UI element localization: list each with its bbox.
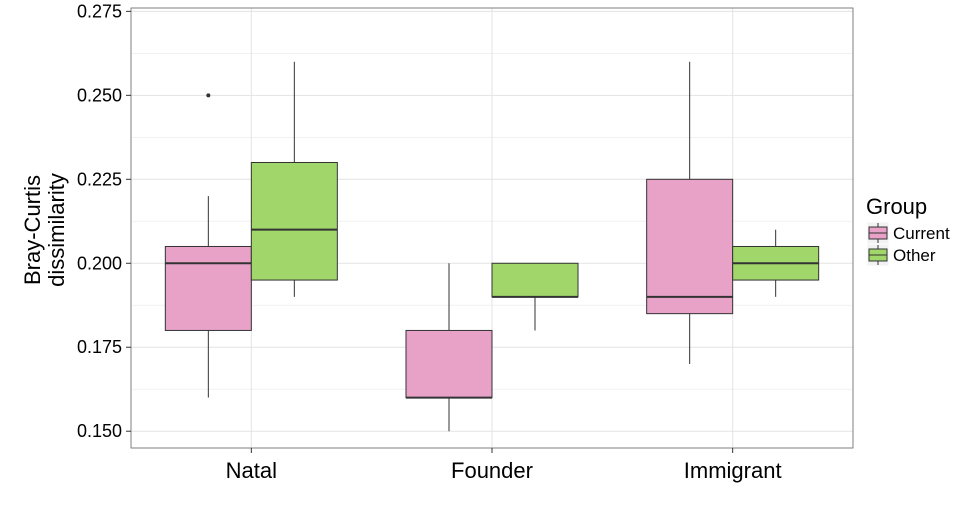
y-tick-label-0: 0.150 [77, 421, 122, 441]
box-current-natal [164, 93, 252, 398]
legend-item-current: Current [866, 221, 950, 245]
box-body [491, 262, 579, 298]
box-other-immigrant [732, 229, 820, 297]
legend-label-other: Other [893, 246, 936, 265]
y-axis-label-line-2: dissimilarity [44, 173, 69, 287]
box-other-natal [250, 61, 338, 297]
boxplot-series [164, 61, 820, 432]
box-current-immigrant [646, 61, 734, 365]
box-current-founder [405, 263, 493, 432]
y-tick-label-5: 0.275 [77, 1, 122, 21]
x-tick-label-natal: Natal [226, 458, 277, 483]
y-tick-label-3: 0.225 [77, 169, 122, 189]
outlier-point-0 [206, 93, 211, 98]
box-body [164, 245, 252, 331]
y-tick-label-4: 0.250 [77, 85, 122, 105]
x-tick-label-immigrant: Immigrant [684, 458, 782, 483]
box-body [405, 329, 493, 399]
box-body [250, 162, 338, 281]
x-tick-label-founder: Founder [451, 458, 533, 483]
y-axis-label-line-1: Bray-Curtis [20, 175, 45, 285]
axes: 0.150 0.175 0.200 0.225 0.250 0.275 Natal Found… [77, 1, 782, 483]
y-axis-title: Bray-Curtis dissimilarity [20, 173, 69, 287]
box-body [646, 178, 734, 315]
legend-item-other: Other [866, 243, 936, 267]
legend-title: Group [866, 194, 927, 219]
y-tick-label-2: 0.200 [77, 253, 122, 273]
y-tick-label-1: 0.175 [77, 337, 122, 357]
legend-label-current: Current [893, 224, 950, 243]
legend: Group Current Other [866, 194, 950, 267]
box-other-founder [491, 262, 579, 331]
